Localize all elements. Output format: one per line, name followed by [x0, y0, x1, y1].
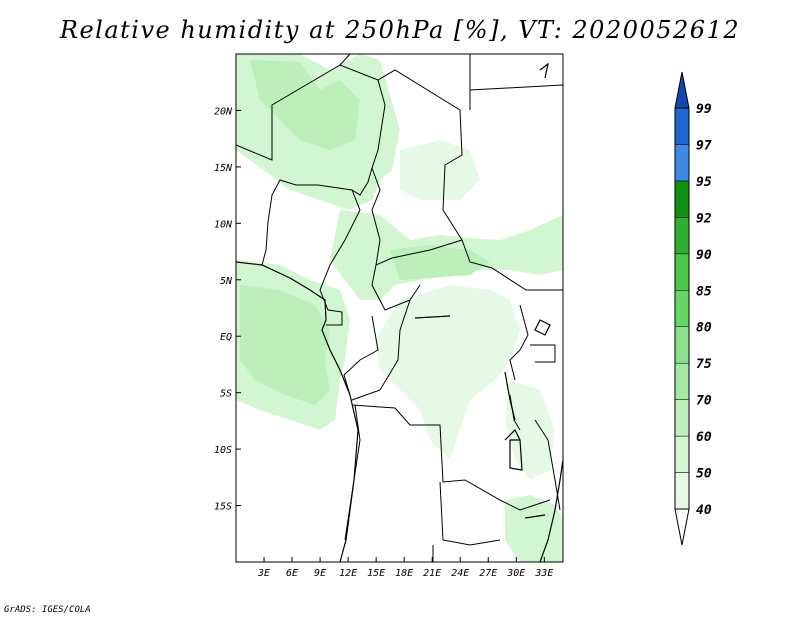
humidity-region-southeast: [505, 495, 563, 562]
humidity-region-central-core: [390, 245, 490, 280]
humidity-region-congo: [375, 285, 520, 460]
colorbar-segment: [674, 180, 690, 218]
colorbar-segment: [674, 217, 690, 255]
colorbar-segment: [674, 435, 690, 473]
colorbar-upper-arrow: [674, 71, 690, 109]
longitude-ticks: 3E 6E 9E 12E 15E 18E 21E 24E 27E 30E 33E: [257, 557, 553, 579]
colorbar-segment: [674, 399, 690, 437]
lat-tick-label: 10N: [214, 219, 233, 230]
lon-tick-label: 12E: [339, 568, 357, 579]
colorbar-segment: [674, 326, 690, 364]
colorbar-level-label: 75: [696, 357, 712, 372]
colorbar-lower-arrow: [674, 508, 690, 546]
colorbar-level-label: 99: [696, 102, 712, 117]
lon-tick-label: 27E: [479, 568, 497, 579]
credit-label: GrADS: IGES/COLA: [4, 605, 91, 615]
lon-tick-label: 30E: [506, 568, 525, 579]
humidity-region-west-core: [240, 285, 330, 405]
lon-tick-label: 18E: [395, 568, 413, 579]
lat-tick-label: 5S: [220, 389, 232, 400]
colorbar-level-label: 40: [696, 503, 712, 518]
lon-tick-label: 15E: [367, 568, 385, 579]
lat-tick-label: 5N: [220, 276, 233, 287]
lat-tick-label: 15S: [214, 502, 232, 513]
colorbar-level-label: 70: [696, 394, 712, 409]
country-boundaries: [236, 54, 563, 562]
latitude-ticks: 20N 15N 10N 5N EQ 5S 10S 15S: [214, 106, 241, 513]
humidity-region-east-lakes: [505, 380, 555, 480]
colorbar-level-label: 95: [696, 175, 712, 190]
colorbar-segment: [674, 290, 690, 327]
colorbar-level-label: 90: [696, 248, 712, 263]
colorbar-level-label: 60: [696, 430, 712, 445]
colorbar-segment: [674, 107, 690, 145]
lon-tick-label: 24E: [451, 568, 469, 579]
colorbar-level-label: 80: [696, 321, 712, 336]
humidity-field: [236, 54, 563, 562]
colorbar-segment: [674, 472, 690, 510]
lon-tick-label: 3E: [257, 568, 270, 579]
map-frame: [235, 53, 564, 563]
lon-tick-label: 9E: [314, 568, 326, 579]
colorbar-level-label: 50: [696, 467, 712, 482]
humidity-region-north-core: [250, 60, 360, 150]
lat-tick-label: 15N: [214, 163, 233, 174]
colorbar-segment: [674, 362, 690, 400]
lon-tick-label: 6E: [286, 568, 298, 579]
lon-tick-label: 33E: [534, 568, 553, 579]
chart-title: Relative humidity at 250hPa [%], VT: 202…: [59, 16, 741, 44]
lat-tick-label: 10S: [214, 445, 232, 456]
colorbar: 40 50 60 70 75 80 85 90 92 95 97 99: [674, 71, 712, 546]
lat-tick-label: EQ: [220, 332, 232, 343]
colorbar-level-label: 85: [696, 284, 712, 299]
colorbar-segment: [674, 144, 690, 182]
lon-tick-label: 21E: [423, 568, 441, 579]
colorbar-level-label: 92: [696, 211, 712, 226]
lat-tick-label: 20N: [214, 106, 233, 117]
colorbar-segment: [674, 253, 690, 291]
colorbar-level-label: 97: [696, 138, 712, 153]
coastlines: [236, 62, 563, 562]
colorbar-frame: [674, 107, 690, 510]
humidity-region-northeast: [400, 140, 480, 200]
